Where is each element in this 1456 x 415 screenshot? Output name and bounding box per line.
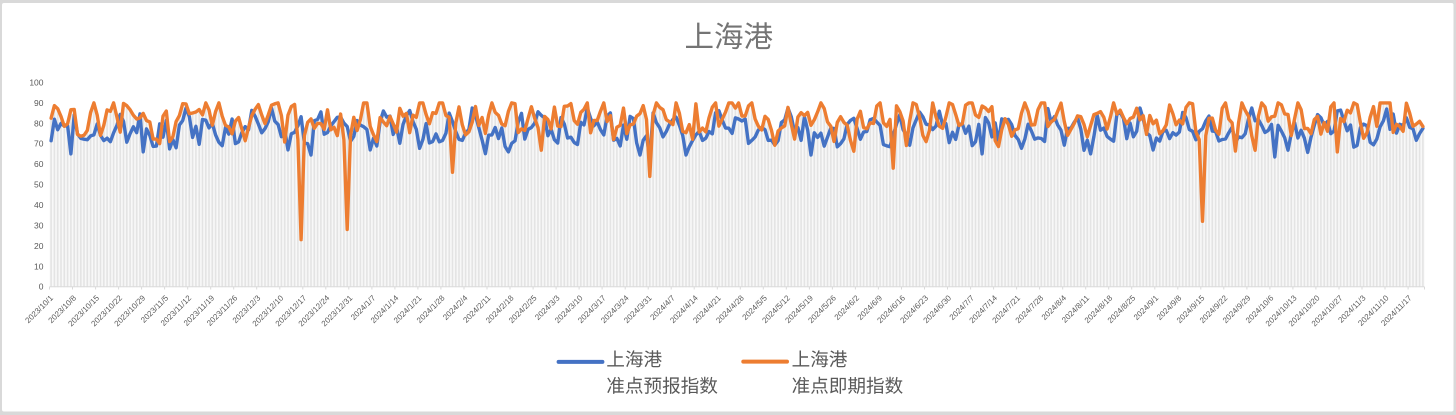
svg-text:40: 40 xyxy=(34,200,44,210)
svg-text:80: 80 xyxy=(34,118,44,128)
svg-text:50: 50 xyxy=(34,180,44,190)
svg-text:20: 20 xyxy=(34,241,44,251)
svg-text:100: 100 xyxy=(29,77,43,87)
svg-text:70: 70 xyxy=(34,139,44,149)
svg-text:60: 60 xyxy=(34,159,44,169)
svg-text:90: 90 xyxy=(34,98,44,108)
svg-text:10: 10 xyxy=(34,261,44,271)
svg-text:0: 0 xyxy=(39,282,44,292)
svg-text:30: 30 xyxy=(34,220,44,230)
